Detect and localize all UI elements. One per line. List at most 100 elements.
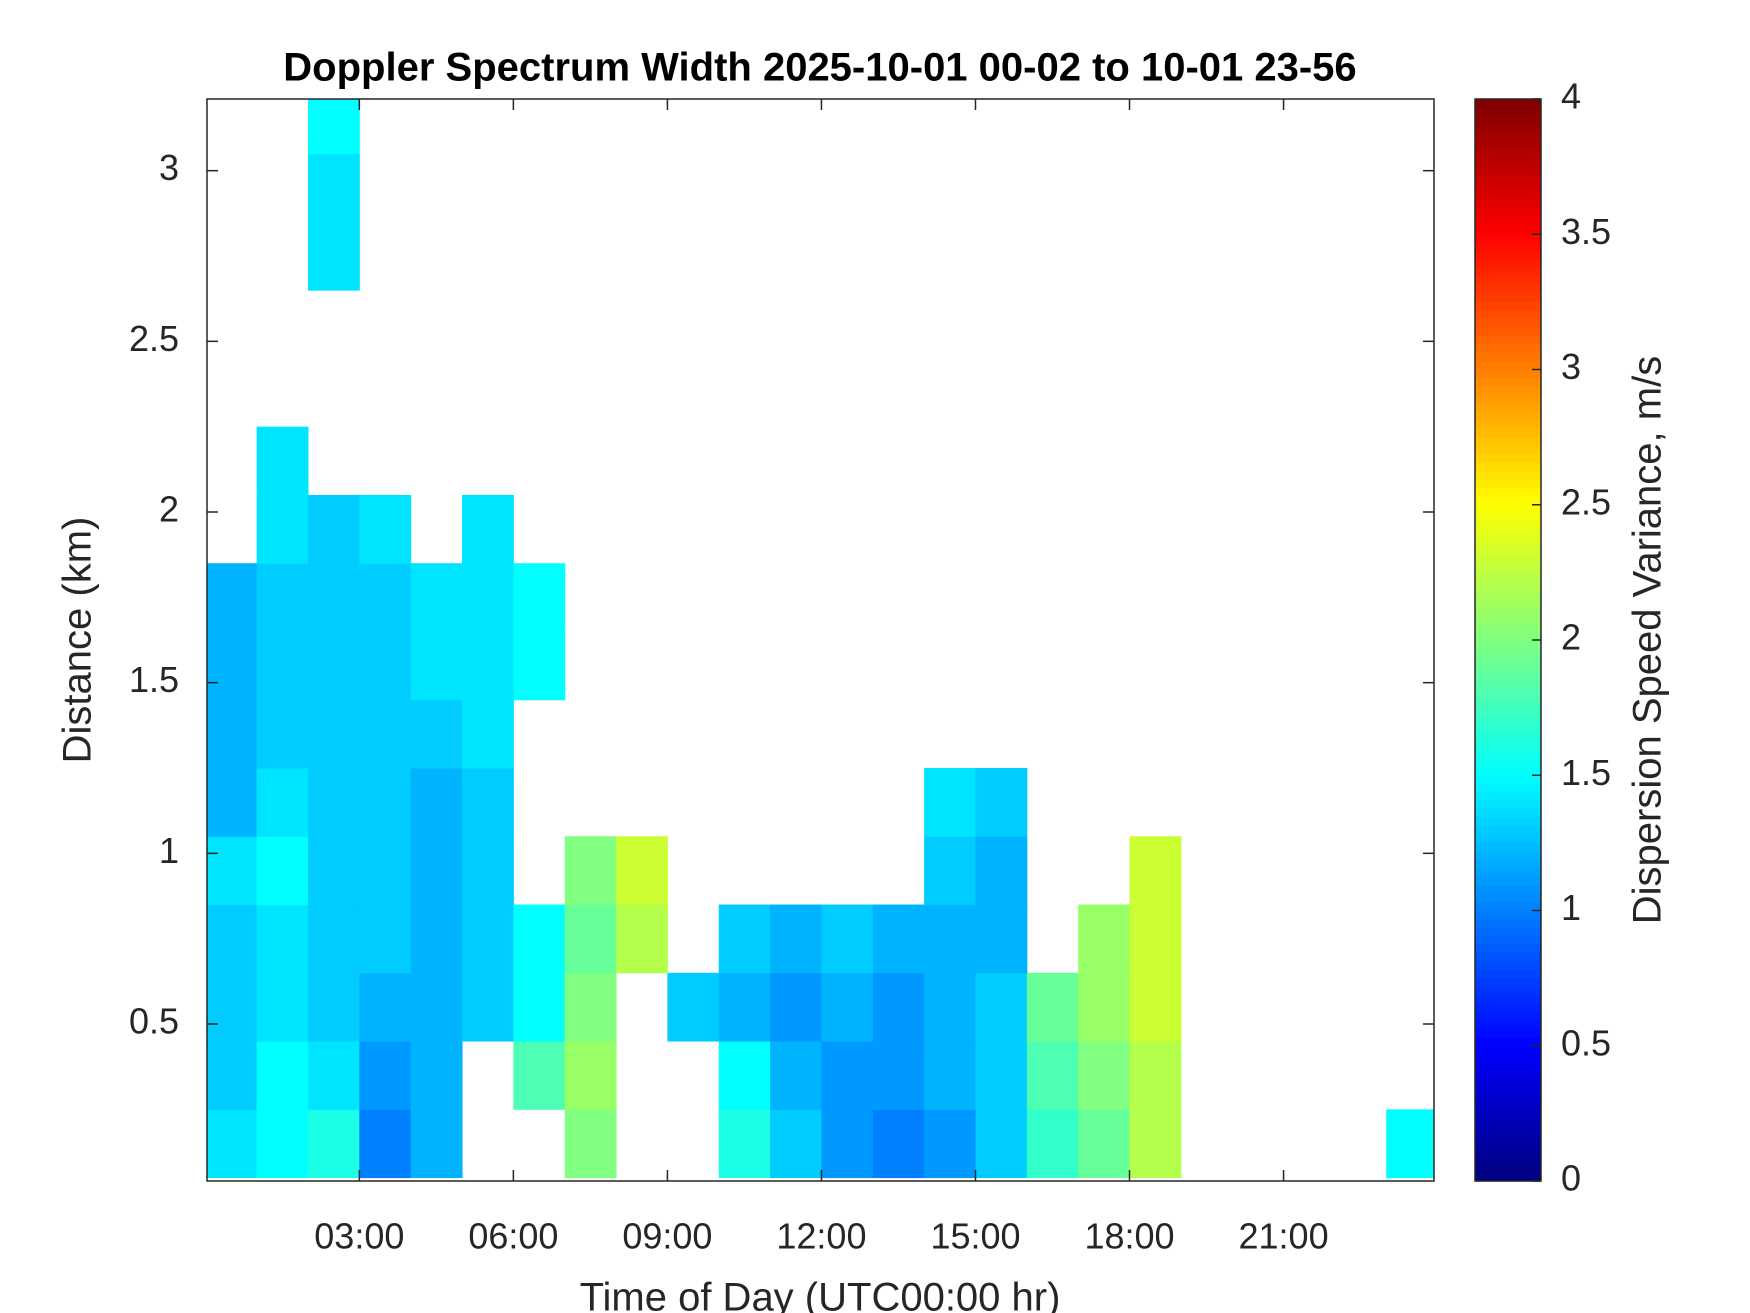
heatmap-cell <box>307 972 360 1042</box>
colorbar-band <box>1475 614 1541 624</box>
heatmap-cell <box>256 631 309 701</box>
heatmap-cell <box>410 972 463 1042</box>
colorbar-band <box>1475 242 1541 252</box>
colorbar-band <box>1475 293 1541 303</box>
colorbar-band <box>1475 310 1541 320</box>
y-tick-label: 3 <box>159 147 179 188</box>
heatmap-cell <box>256 426 309 496</box>
colorbar-band <box>1475 555 1541 565</box>
colorbar-band <box>1475 530 1541 540</box>
heatmap-cell <box>821 972 874 1042</box>
colorbar-band <box>1475 259 1541 269</box>
colorbar-band <box>1475 741 1541 751</box>
heatmap-cell <box>564 1109 617 1179</box>
colorbar-band <box>1475 1088 1541 1098</box>
heatmap-cell <box>770 972 822 1042</box>
heatmap-cell <box>359 1041 412 1110</box>
heatmap-cell <box>359 972 412 1042</box>
colorbar-band <box>1475 284 1541 295</box>
y-axis-label: Distance (km) <box>56 517 100 764</box>
heatmap-cell <box>462 836 514 906</box>
heatmap-cell <box>207 972 258 1042</box>
colorbar-band <box>1475 1096 1541 1106</box>
colorbar-band <box>1475 623 1541 633</box>
heatmap-cell <box>410 767 463 837</box>
colorbar-band <box>1475 1147 1541 1157</box>
colorbar-band <box>1475 361 1541 371</box>
colorbar-band <box>1475 1155 1541 1165</box>
colorbar-band <box>1475 1164 1541 1174</box>
colorbar-tick-label: 2 <box>1561 617 1581 658</box>
colorbar-band <box>1475 961 1541 971</box>
heatmap-cell <box>307 563 360 632</box>
heatmap-cell <box>770 1109 822 1179</box>
heatmap-cell <box>1078 1109 1131 1179</box>
colorbar-band <box>1475 1054 1541 1064</box>
colorbar-band <box>1475 834 1541 844</box>
heatmap-cell <box>975 904 1028 974</box>
colorbar-tick-label: 1 <box>1561 887 1581 928</box>
heatmap-cell <box>207 631 258 701</box>
heatmap-cell <box>307 836 360 906</box>
heatmap-cell <box>359 494 412 564</box>
heatmap-cell <box>462 494 514 564</box>
heatmap-cell <box>256 563 309 632</box>
colorbar-band <box>1475 149 1541 159</box>
heatmap <box>207 99 1434 1179</box>
heatmap-cell <box>513 563 566 632</box>
heatmap-cell <box>307 699 360 769</box>
colorbar-band <box>1475 876 1541 886</box>
colorbar-band <box>1475 597 1541 607</box>
heatmap-cell <box>307 1109 360 1179</box>
heatmap-cell <box>207 1109 258 1179</box>
colorbar-band <box>1475 191 1541 202</box>
x-tick-label: 12:00 <box>776 1216 866 1257</box>
heatmap-cell <box>410 563 463 632</box>
colorbar-band <box>1475 276 1541 286</box>
colorbar-band <box>1475 487 1541 497</box>
colorbar-band <box>1475 724 1541 734</box>
colorbar-band <box>1475 842 1541 852</box>
heatmap-cell <box>872 1109 925 1179</box>
heatmap-cell <box>718 1041 771 1110</box>
heatmap-cell <box>513 972 566 1042</box>
colorbar-band <box>1475 301 1541 311</box>
heatmap-cell <box>564 904 617 974</box>
colorbar-band <box>1475 851 1541 861</box>
heatmap-cell <box>718 972 771 1042</box>
heatmap-cell <box>207 699 258 769</box>
heatmap-cell <box>307 221 360 291</box>
heatmap-cell <box>1078 1041 1131 1110</box>
colorbar-band <box>1475 99 1541 109</box>
colorbar-band <box>1475 115 1541 125</box>
colorbar-tick-label: 0 <box>1561 1158 1581 1199</box>
heatmap-cell <box>207 563 258 632</box>
colorbar-band <box>1475 377 1541 388</box>
heatmap-cell <box>1129 836 1182 906</box>
heatmap-cell <box>207 1041 258 1110</box>
colorbar-band <box>1475 1062 1541 1072</box>
heatmap-cell <box>821 904 874 974</box>
colorbar-band <box>1475 1020 1541 1030</box>
heatmap-cell <box>924 904 976 974</box>
colorbar-band <box>1475 969 1541 979</box>
colorbar-band <box>1475 944 1541 954</box>
y-tick-label: 0.5 <box>129 1001 179 1042</box>
heatmap-cell <box>667 972 720 1042</box>
heatmap-cell <box>1386 1109 1434 1179</box>
heatmap-cell <box>975 836 1028 906</box>
colorbar-band <box>1475 732 1541 743</box>
heatmap-cell <box>924 836 976 906</box>
colorbar-band <box>1475 124 1541 134</box>
heatmap-cell <box>872 1041 925 1110</box>
colorbar-band <box>1475 251 1541 261</box>
colorbar-band <box>1475 902 1541 912</box>
heatmap-cell <box>256 699 309 769</box>
heatmap-cell <box>256 972 309 1042</box>
heatmap-cell <box>256 494 309 564</box>
y-tick-label: 1 <box>159 830 179 871</box>
colorbar-band <box>1475 817 1541 827</box>
heatmap-cell <box>564 836 617 906</box>
colorbar-band <box>1475 107 1541 117</box>
